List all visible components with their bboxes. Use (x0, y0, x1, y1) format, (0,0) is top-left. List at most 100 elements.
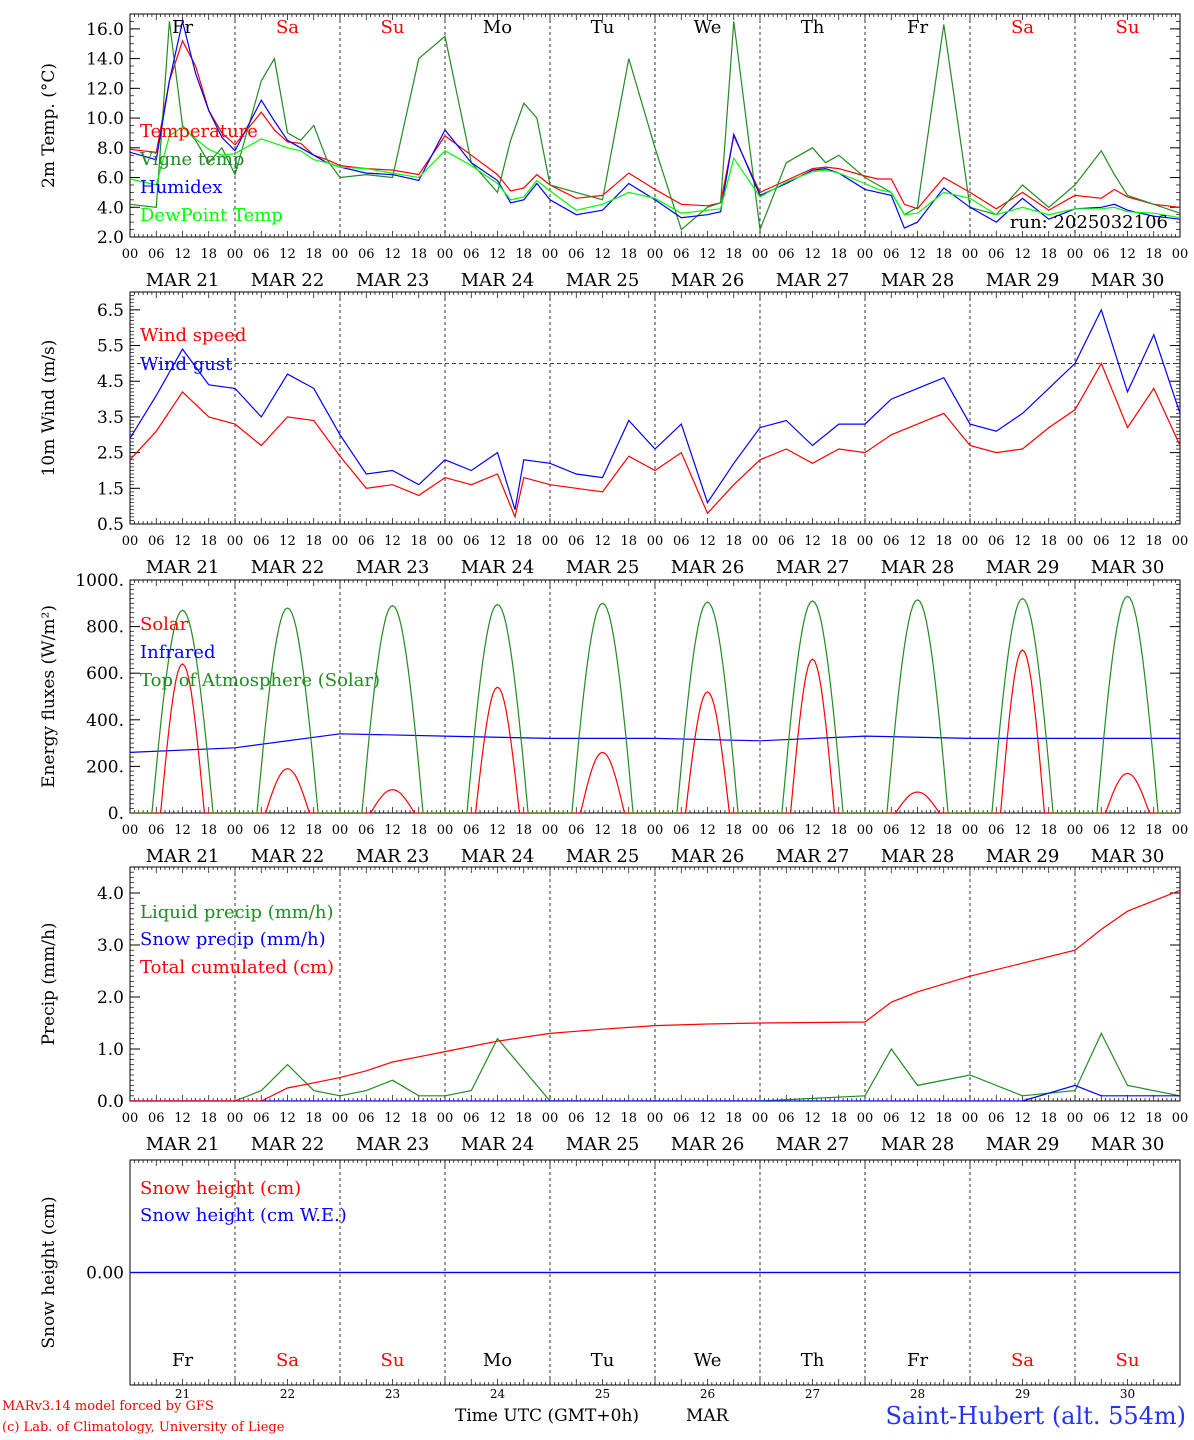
x-hour-label: 06 (1093, 823, 1110, 838)
x-hour-label: 06 (568, 247, 585, 262)
series-line (130, 308, 1180, 510)
series-line (130, 21, 1180, 229)
day-number: 29 (1015, 1387, 1030, 1401)
day-abbr-bottom: Fr (907, 1350, 928, 1371)
day-abbr-bottom: Su (1116, 1350, 1140, 1371)
x-hour-label: 00 (647, 823, 664, 838)
y-axis-label: Energy fluxes (W/m²) (39, 605, 59, 788)
y-tick-label: 6.5 (97, 301, 124, 321)
x-hour-label: 12 (174, 823, 191, 838)
lab-credit: (c) Lab. of Climatology, University of L… (2, 1420, 285, 1435)
x-hour-label: 12 (594, 247, 611, 262)
y-tick-label: 1.5 (97, 479, 124, 499)
y-tick-label: 2.0 (97, 988, 124, 1008)
x-hour-label: 18 (1145, 1111, 1162, 1126)
x-hour-label: 18 (410, 247, 427, 262)
x-hour-label: 18 (1145, 247, 1162, 262)
x-hour-label: 00 (542, 534, 559, 549)
x-hour-label: 06 (148, 1111, 165, 1126)
series-line (130, 362, 1180, 519)
x-hour-label: 00 (962, 1111, 979, 1126)
legend-entry: Wind gust (140, 354, 233, 375)
x-hour-label: 12 (699, 823, 716, 838)
x-hour-label: 12 (699, 1111, 716, 1126)
x-date-label: MAR 22 (251, 270, 325, 291)
y-tick-label: 16.0 (86, 20, 124, 40)
legend-entry: Total cumulated (cm) (140, 957, 334, 978)
day-number: 23 (385, 1387, 400, 1401)
x-hour-label: 06 (358, 823, 375, 838)
x-date-label: MAR 29 (986, 270, 1060, 291)
x-date-label: MAR 27 (776, 557, 850, 578)
x-date-label: MAR 25 (566, 270, 640, 291)
day-number: 25 (595, 1387, 610, 1401)
series-line (130, 649, 1180, 813)
x-hour-label: 06 (253, 1111, 270, 1126)
model-credit: MARv3.14 model forced by GFS (2, 1399, 214, 1414)
x-hour-label: 18 (725, 1111, 742, 1126)
x-hour-label: 06 (568, 534, 585, 549)
x-hour-label: 00 (857, 823, 874, 838)
x-hour-label: 18 (620, 1111, 637, 1126)
x-hour-label: 18 (1040, 247, 1057, 262)
x-hour-label: 06 (568, 1111, 585, 1126)
y-tick-label: 6.0 (97, 169, 124, 189)
x-hour-label: 00 (437, 534, 454, 549)
day-number: 26 (700, 1387, 715, 1401)
x-hour-label: 06 (253, 247, 270, 262)
x-hour-label: 06 (673, 823, 690, 838)
x-date-label: MAR 30 (1091, 846, 1165, 867)
x-hour-label: 12 (384, 534, 401, 549)
day-abbr: Tu (591, 17, 615, 38)
day-abbr: Th (801, 17, 825, 38)
day-abbr: Fr (907, 17, 928, 38)
x-date-label: MAR 24 (461, 846, 535, 867)
x-date-label: MAR 23 (356, 557, 430, 578)
x-date-label: MAR 30 (1091, 270, 1165, 291)
day-abbr-bottom: Sa (1011, 1350, 1034, 1371)
x-hour-label: 06 (253, 823, 270, 838)
x-hour-label: 00 (752, 823, 769, 838)
x-hour-label: 12 (909, 534, 926, 549)
x-hour-label: 00 (1172, 1111, 1189, 1126)
x-hour-label: 00 (647, 247, 664, 262)
x-hour-label: 18 (935, 534, 952, 549)
x-hour-label: 06 (778, 823, 795, 838)
x-hour-label: 00 (647, 1111, 664, 1126)
x-hour-label: 06 (988, 823, 1005, 838)
day-number: 24 (490, 1387, 506, 1401)
x-date-label: MAR 21 (146, 1134, 220, 1155)
legend-entry: Vigne temp (139, 149, 244, 170)
x-hour-label: 18 (725, 823, 742, 838)
x-date-label: MAR 23 (356, 846, 430, 867)
x-hour-label: 06 (463, 1111, 480, 1126)
legend-entry: Solar (140, 614, 189, 635)
x-date-label: MAR 21 (146, 846, 220, 867)
x-hour-label: 06 (253, 534, 270, 549)
x-hour-label: 00 (332, 247, 349, 262)
y-tick-label: 3.0 (97, 936, 124, 956)
x-hour-label: 18 (200, 823, 217, 838)
x-hour-label: 06 (778, 1111, 795, 1126)
x-date-label: MAR 21 (146, 270, 220, 291)
x-hour-label: 18 (1145, 534, 1162, 549)
x-hour-label: 18 (305, 534, 322, 549)
x-hour-label: 06 (358, 534, 375, 549)
x-hour-label: 00 (752, 1111, 769, 1126)
x-hour-label: 12 (594, 534, 611, 549)
x-hour-label: 00 (1067, 247, 1084, 262)
x-hour-label: 00 (227, 823, 244, 838)
x-hour-label: 06 (673, 1111, 690, 1126)
x-hour-label: 18 (1040, 534, 1057, 549)
x-hour-label: 00 (857, 247, 874, 262)
legend-entry: Snow height (cm) (140, 1178, 301, 1199)
x-hour-label: 12 (909, 823, 926, 838)
x-date-label: MAR 27 (776, 846, 850, 867)
x-hour-label: 18 (515, 534, 532, 549)
run-label: run: 2025032106 (1010, 212, 1168, 233)
x-hour-label: 12 (804, 823, 821, 838)
y-tick-label: 4.0 (97, 198, 124, 218)
x-hour-label: 00 (227, 534, 244, 549)
x-hour-label: 18 (725, 247, 742, 262)
x-date-label: MAR 28 (881, 557, 955, 578)
